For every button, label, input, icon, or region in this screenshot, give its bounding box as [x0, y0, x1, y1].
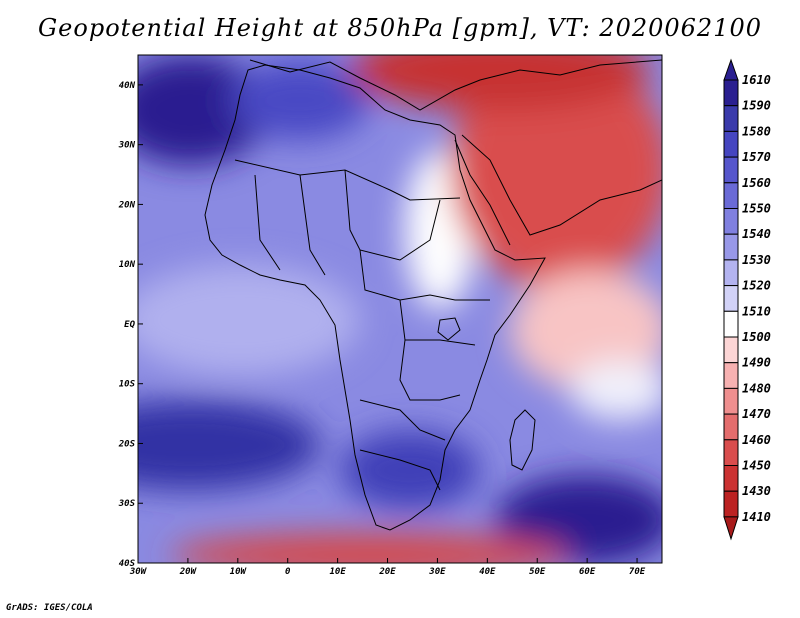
colorbar-bottom-arrow — [723, 516, 739, 541]
low-turkey — [350, 55, 650, 110]
colorbar-label: 1480 — [742, 381, 771, 395]
colorbar-swatch — [723, 387, 739, 415]
x-tick-label: 30E — [428, 567, 446, 577]
y-tick-label: EQ — [124, 320, 135, 330]
colorbar-swatch — [723, 362, 739, 389]
x-tick-label: 40E — [479, 567, 496, 577]
high-south-indian — [495, 475, 662, 563]
border-4 — [399, 299, 476, 346]
colorbar-label: 1590 — [742, 99, 771, 113]
colorbar-swatch — [723, 310, 739, 338]
colorbar-swatch — [723, 413, 739, 441]
colorbar-swatch — [723, 439, 739, 466]
border-8 — [254, 174, 281, 271]
border-5 — [399, 339, 461, 401]
indian-ocean-mid — [570, 360, 662, 420]
y-tick-label: 40S — [119, 559, 136, 569]
africa-coastline — [204, 64, 546, 531]
colorbar-label: 1540 — [742, 227, 771, 241]
colorbar-label: 1500 — [742, 330, 771, 344]
colorbar-label: 1450 — [742, 459, 771, 473]
colorbar-label: 1460 — [742, 433, 771, 447]
y-tick-label: 20S — [118, 439, 136, 449]
europe-coast — [249, 59, 662, 111]
border-9 — [299, 174, 326, 276]
arabia-outline — [461, 134, 662, 236]
border-6 — [359, 399, 446, 441]
y-tick-label: 30S — [118, 499, 136, 509]
low-far-south — [170, 533, 570, 563]
red-sea — [454, 139, 511, 246]
border-3 — [359, 249, 490, 301]
high-southern-africa — [340, 430, 480, 510]
colorbar-swatch — [723, 182, 739, 210]
chart-title: Geopotential Height at 850hPa [gpm], VT:… — [38, 14, 762, 42]
colorbar: 1610 1590 1580 1570 1560 1550 1540 1530 1520 1510… — [723, 58, 771, 541]
field-layer — [138, 55, 662, 563]
colorbar-label: 1610 — [742, 73, 771, 87]
y-tick-label: 10S — [119, 380, 136, 390]
plot-frame — [137, 54, 663, 564]
colorbar-top-arrow — [723, 58, 739, 81]
x-tick-label: 70E — [629, 567, 646, 577]
high-south-atlantic — [138, 400, 320, 490]
colorbar-swatch — [723, 233, 739, 261]
colorbar-label: 1410 — [742, 510, 771, 524]
x-tick-label: 60E — [579, 567, 596, 577]
y-tick-label: 30N — [118, 141, 136, 151]
colorbar-label: 1490 — [742, 356, 771, 370]
colorbar-swatch — [723, 490, 739, 518]
colorbar-swatch — [723, 156, 739, 184]
colorbar-label: 1570 — [742, 150, 771, 164]
colorbar-swatch — [723, 336, 739, 364]
y-tick-label: 20N — [118, 200, 136, 210]
colorbar-label: 1530 — [742, 253, 771, 267]
colorbar-label: 1580 — [742, 124, 771, 138]
colorbar-label: 1550 — [742, 202, 771, 216]
plateau-equatorial-atlantic — [138, 265, 360, 375]
colorbar-label: 1520 — [742, 279, 771, 293]
y-tick-label: 40N — [119, 81, 136, 91]
x-tick-label: 20W — [179, 567, 198, 577]
colorbar-swatch — [723, 465, 739, 492]
x-tick-label: 10W — [230, 567, 248, 577]
x-tick-label: 10E — [329, 567, 346, 577]
arabian-sea-zone — [510, 270, 662, 390]
colorbar-swatch — [723, 285, 739, 312]
colorbar-swatch — [723, 79, 739, 107]
high-north-atlantic — [138, 55, 270, 165]
colorbar-label: 1560 — [742, 176, 771, 190]
grads-credit: GrADS: IGES/COLA — [6, 603, 93, 613]
border-1 — [234, 159, 461, 201]
border-2 — [344, 169, 441, 261]
x-tick-label: 20E — [378, 567, 396, 577]
y-axis: 40N 30N 20N 10N EQ 10S 20S 30S 40S — [118, 81, 143, 569]
colorbar-swatch — [723, 105, 739, 132]
x-tick-label: 50E — [529, 567, 546, 577]
colorbar-swatch — [723, 130, 739, 158]
madagascar-outline — [509, 409, 536, 471]
colorbar-label: 1510 — [742, 304, 771, 318]
x-tick-label: 0 — [285, 567, 291, 577]
y-tick-label: 10N — [119, 260, 136, 270]
x-tick-label: 30W — [129, 567, 148, 577]
colorbar-swatch — [723, 208, 739, 235]
x-axis: 30W 20W 10W 0 10E 20E 30E 40E 50E 60E 70E — [129, 558, 646, 577]
colorbar-swatch — [723, 259, 739, 287]
lake-victoria — [437, 317, 461, 341]
colorbar-label: 1470 — [742, 407, 771, 421]
colorbar-label: 1430 — [742, 484, 771, 498]
border-7 — [359, 449, 441, 491]
coastlines — [204, 59, 662, 531]
